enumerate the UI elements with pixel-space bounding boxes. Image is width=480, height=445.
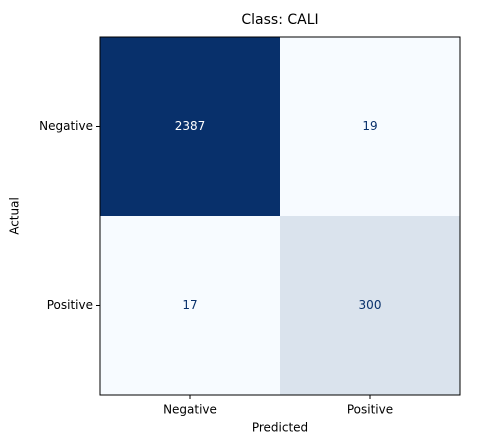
x-tick-label: Negative [163, 403, 217, 417]
cell [100, 216, 280, 395]
y-tick-label: Positive [47, 298, 93, 312]
cell [280, 216, 460, 395]
y-axis-label: Actual [8, 197, 22, 235]
x-tick-label: Positive [347, 403, 393, 417]
plot-frame [99, 36, 461, 396]
cell-label: 17 [182, 298, 197, 312]
x-axis-label: Predicted [252, 421, 308, 435]
chart-title: Class: CALI [241, 12, 318, 28]
cell [100, 37, 280, 216]
cell-label: 19 [362, 119, 377, 133]
y-tick-label: Negative [39, 119, 93, 133]
cell [280, 37, 460, 216]
cell-label: 300 [359, 298, 382, 312]
cell-label: 2387 [175, 119, 206, 133]
